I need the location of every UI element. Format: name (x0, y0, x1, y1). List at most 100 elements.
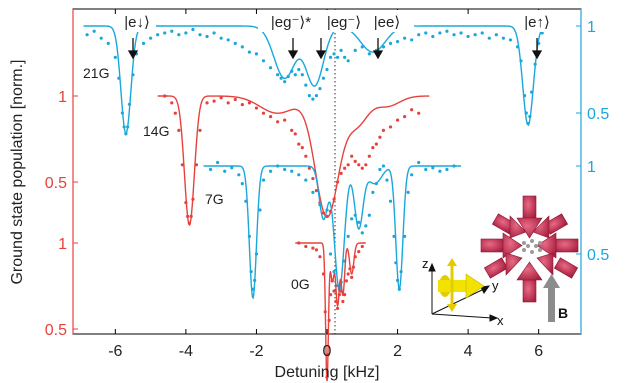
data-point (290, 128, 294, 132)
data-point (163, 94, 167, 98)
annotation-eg: |eg⁻⟩ (327, 14, 361, 31)
data-point (92, 29, 96, 33)
data-point (113, 55, 117, 59)
data-point (360, 231, 364, 235)
data-point (480, 31, 484, 35)
data-point (191, 27, 195, 32)
inset-coordinate-axes (428, 262, 499, 322)
data-point (170, 29, 174, 33)
data-point (212, 31, 216, 35)
data-point (348, 267, 352, 271)
beam-upper-right (532, 213, 569, 239)
data-point (466, 34, 470, 39)
data-point (334, 299, 338, 304)
data-point (438, 31, 442, 35)
data-point (314, 189, 319, 193)
data-point (335, 55, 340, 59)
data-point (307, 94, 311, 98)
data-point (343, 55, 347, 59)
data-point (297, 67, 301, 72)
data-point (254, 252, 259, 256)
data-point (533, 62, 537, 66)
lattice-beams (480, 195, 579, 303)
data-point (261, 59, 266, 63)
data-point (106, 41, 110, 46)
data-point (403, 36, 407, 40)
data-point (254, 52, 259, 56)
data-point (371, 146, 375, 150)
data-point (170, 101, 174, 105)
data-point (297, 142, 301, 146)
data-point (487, 36, 491, 40)
data-point (332, 197, 336, 201)
data-point (223, 169, 227, 173)
data-point (321, 211, 326, 215)
data-point (198, 128, 202, 132)
data-point (385, 178, 389, 182)
data-point (381, 128, 386, 132)
data-point (350, 154, 354, 158)
ytick-left-label: 1 (58, 89, 67, 106)
data-point (297, 241, 301, 245)
data-point (186, 214, 190, 218)
arrow-e-up (531, 38, 543, 60)
data-point (276, 164, 280, 168)
data-point (494, 33, 498, 37)
series-label-0g: 0G (291, 276, 310, 292)
xtick-label: -4 (179, 343, 193, 360)
data-point (268, 66, 273, 70)
ytick-right-label: 0.5 (587, 247, 609, 264)
ytick-left-label: 1 (58, 236, 67, 253)
annotation-ee: |ee⟩ (374, 14, 400, 31)
beam-lower-left (483, 252, 523, 279)
data-point (524, 111, 528, 115)
ytick-right-label: 1 (587, 159, 596, 176)
data-point (424, 167, 428, 172)
data-point (410, 108, 414, 112)
fit-curve (295, 242, 366, 382)
data-point (321, 76, 326, 80)
data-point (328, 293, 333, 297)
data-point (323, 310, 327, 314)
axis-x-label: x (497, 313, 504, 328)
data-point (360, 244, 364, 249)
data-point (367, 52, 371, 56)
data-point (346, 163, 350, 167)
data-point (131, 73, 135, 77)
series-label-14g: 14G (143, 123, 169, 139)
data-point (351, 265, 356, 269)
arrow-e-down (127, 38, 139, 60)
arrow-ee (372, 38, 384, 60)
data-point (212, 99, 216, 103)
ytick-right-label: 0.5 (587, 106, 609, 123)
data-point (403, 115, 407, 119)
data-point (522, 94, 527, 98)
data-point (508, 38, 513, 42)
data-point (219, 36, 223, 40)
data-point (343, 293, 347, 297)
data-point (388, 199, 393, 203)
data-point (332, 270, 336, 274)
data-point (332, 52, 336, 56)
data-point (417, 111, 421, 115)
data-point (357, 250, 361, 254)
data-point (540, 31, 544, 35)
data-point (346, 272, 350, 276)
annotation-e-up: |e↑⟩ (524, 14, 550, 31)
data-point (314, 248, 319, 252)
axis-z-label: z (422, 256, 429, 271)
data-point (417, 160, 421, 165)
data-point (149, 36, 153, 40)
data-point (367, 213, 371, 217)
data-point (85, 33, 89, 37)
data-point (244, 199, 248, 203)
data-point (290, 69, 294, 73)
data-point (364, 224, 368, 228)
axis-y-label: y (492, 278, 499, 293)
data-point (283, 118, 287, 122)
data-point (403, 234, 407, 238)
data-point (337, 293, 341, 297)
data-point (126, 125, 130, 129)
data-point (374, 182, 378, 186)
